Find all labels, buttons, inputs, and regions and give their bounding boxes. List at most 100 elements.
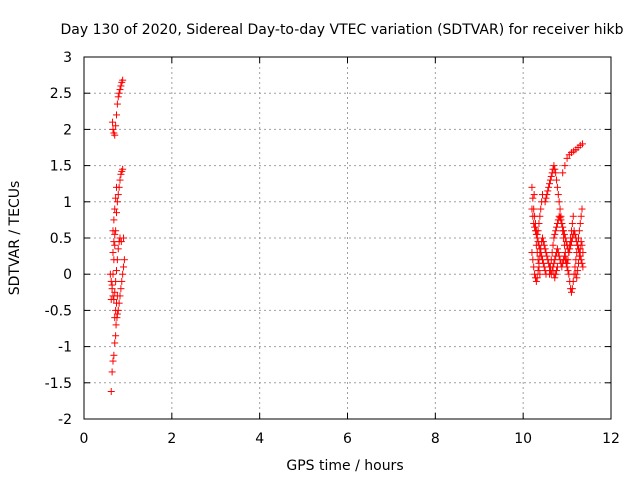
x-tick-label: 12 (602, 431, 620, 447)
data-point (540, 241, 548, 249)
data-point (559, 169, 567, 177)
data-point (117, 82, 125, 90)
data-point (564, 267, 572, 275)
data-point (564, 256, 572, 264)
data-point (554, 248, 562, 256)
data-point (110, 256, 118, 264)
data-point (550, 162, 558, 170)
data-point (111, 131, 119, 139)
data-point (578, 140, 586, 148)
data-point (106, 270, 114, 278)
data-point (553, 183, 561, 191)
data-point (111, 339, 119, 347)
data-point (112, 122, 120, 130)
data-point (120, 234, 128, 242)
data-point (561, 162, 569, 170)
data-point (555, 212, 563, 220)
data-point (119, 270, 127, 278)
data-point (567, 288, 575, 296)
data-point (553, 267, 561, 275)
y-tick-label: 3 (63, 50, 72, 66)
data-point (531, 227, 539, 235)
data-point (573, 274, 581, 282)
data-point (530, 191, 538, 199)
x-axis-label: GPS time / hours (286, 458, 403, 474)
data-point (112, 332, 120, 340)
data-point (551, 230, 559, 238)
data-point (108, 368, 116, 376)
y-tick-label: 0 (63, 267, 72, 283)
data-point (531, 223, 539, 231)
data-point (113, 292, 121, 300)
x-tick-label: 6 (343, 431, 352, 447)
data-point (112, 194, 120, 202)
data-point (112, 277, 120, 285)
data-point (111, 288, 119, 296)
data-point (538, 234, 546, 242)
data-point (543, 191, 551, 199)
data-point (576, 220, 584, 228)
data-point (577, 256, 585, 264)
data-point (120, 263, 128, 271)
tick-labels: 0 2 4 6 8 10 12 3 2.5 2 1.5 1 0.5 0 -0.5 -1 -1.5 -2 (45, 50, 620, 447)
data-point (117, 285, 125, 293)
data-point (119, 165, 127, 173)
y-tick-label: -1 (58, 340, 72, 356)
data-point (544, 187, 552, 195)
data-point (532, 277, 540, 285)
data-point (533, 248, 541, 256)
data-point (548, 248, 556, 256)
data-point (546, 176, 554, 184)
y-tick-label: -1.5 (45, 376, 72, 392)
data-point (545, 183, 553, 191)
data-point (111, 314, 119, 322)
data-point (546, 263, 554, 271)
y-tick-label: 1.5 (50, 159, 72, 175)
grid (84, 57, 611, 419)
data-point (567, 234, 575, 242)
data-point (578, 205, 586, 213)
data-point (556, 205, 564, 213)
data-point (569, 277, 577, 285)
data-point (109, 248, 117, 256)
data-point (112, 299, 120, 307)
data-point (111, 205, 119, 213)
data-point (553, 223, 561, 231)
data-point (118, 277, 126, 285)
y-tick-label: -0.5 (45, 303, 72, 319)
x-tick-label: 2 (167, 431, 176, 447)
data-point (109, 125, 117, 133)
data-point (116, 176, 124, 184)
data-point (550, 259, 558, 267)
data-point (574, 267, 582, 275)
data-point (542, 194, 550, 202)
data-point (528, 205, 536, 213)
data-point (529, 194, 537, 202)
data-point (559, 227, 567, 235)
data-point (551, 274, 559, 282)
data-point (539, 238, 547, 246)
data-point (530, 220, 538, 228)
axis-ticks (83, 56, 612, 420)
data-point (536, 212, 544, 220)
data-point (546, 180, 554, 188)
data-point (532, 230, 540, 238)
data-point (557, 216, 565, 224)
data-point (552, 227, 560, 235)
data-point (563, 154, 571, 162)
data-point (119, 76, 127, 84)
data-point (109, 118, 117, 126)
x-tick-label: 10 (514, 431, 532, 447)
data-point (107, 296, 115, 304)
data-point (529, 212, 537, 220)
data-point (109, 357, 117, 365)
data-point (116, 86, 124, 94)
data-point (114, 245, 122, 253)
data-point (553, 176, 561, 184)
data-point (114, 191, 122, 199)
data-point (550, 234, 558, 242)
data-point (577, 238, 585, 246)
data-point (112, 183, 120, 191)
data-point (115, 89, 123, 97)
data-point (111, 241, 119, 249)
